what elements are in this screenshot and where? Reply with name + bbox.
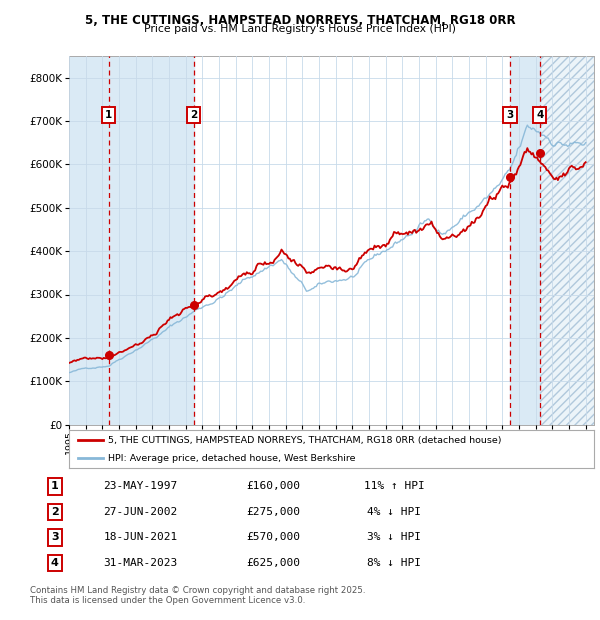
Text: HPI: Average price, detached house, West Berkshire: HPI: Average price, detached house, West… [109,454,356,463]
Text: 4: 4 [51,558,59,568]
Text: 2: 2 [51,507,59,517]
Text: 18-JUN-2021: 18-JUN-2021 [103,533,178,542]
Text: 2: 2 [190,110,197,120]
Bar [109,56,194,425]
Text: 4% ↓ HPI: 4% ↓ HPI [367,507,421,517]
Text: Price paid vs. HM Land Registry's House Price Index (HPI): Price paid vs. HM Land Registry's House … [144,24,456,33]
Text: 8% ↓ HPI: 8% ↓ HPI [367,558,421,568]
Text: 1: 1 [105,110,112,120]
Bar [69,56,109,425]
Bar [510,56,540,425]
Text: 3: 3 [506,110,514,120]
Bar [540,56,594,425]
Text: £275,000: £275,000 [246,507,300,517]
Text: 5, THE CUTTINGS, HAMPSTEAD NORREYS, THATCHAM, RG18 0RR (detached house): 5, THE CUTTINGS, HAMPSTEAD NORREYS, THAT… [109,436,502,445]
Text: £625,000: £625,000 [246,558,300,568]
Text: 31-MAR-2023: 31-MAR-2023 [103,558,178,568]
Text: £570,000: £570,000 [246,533,300,542]
Text: 4: 4 [536,110,544,120]
Text: 11% ↑ HPI: 11% ↑ HPI [364,482,425,492]
Bar [540,56,594,425]
Text: 1: 1 [51,482,59,492]
Text: 27-JUN-2002: 27-JUN-2002 [103,507,178,517]
Text: £160,000: £160,000 [246,482,300,492]
Text: 3% ↓ HPI: 3% ↓ HPI [367,533,421,542]
Text: 5, THE CUTTINGS, HAMPSTEAD NORREYS, THATCHAM, RG18 0RR: 5, THE CUTTINGS, HAMPSTEAD NORREYS, THAT… [85,14,515,27]
Text: Contains HM Land Registry data © Crown copyright and database right 2025.
This d: Contains HM Land Registry data © Crown c… [30,586,365,605]
Text: 23-MAY-1997: 23-MAY-1997 [103,482,178,492]
Text: 3: 3 [51,533,59,542]
